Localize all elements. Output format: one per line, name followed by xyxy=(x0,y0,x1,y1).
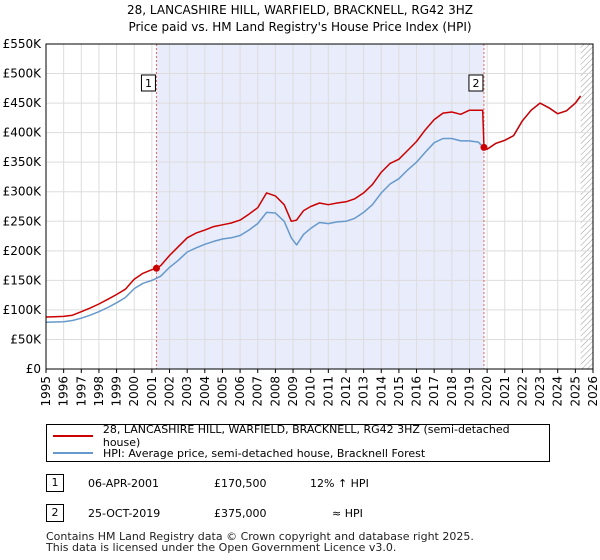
x-tick-label: 2011 xyxy=(321,376,335,407)
x-tick-label: 1997 xyxy=(74,376,88,407)
transaction-date: 06-APR-2001 xyxy=(88,477,160,490)
legend-swatch-blue xyxy=(53,452,93,454)
x-tick-label: 2026 xyxy=(586,376,600,407)
x-tick-label: 2013 xyxy=(357,376,371,407)
transaction-hpi: 12% ↑ HPI xyxy=(310,477,369,490)
x-tick-label: 2017 xyxy=(427,376,441,407)
forecast-hatch xyxy=(580,44,593,369)
plot-frame xyxy=(45,43,594,370)
legend-label-hpi: HPI: Average price, semi-detached house,… xyxy=(103,446,426,460)
y-tick-label: £150K xyxy=(3,273,43,287)
x-tick-label: 2025 xyxy=(568,376,582,407)
transaction-price: £375,000 xyxy=(214,507,267,520)
y-tick-label: £50K xyxy=(10,332,42,346)
price-chart: 28, LANCASHIRE HILL, WARFIELD, BRACKNELL… xyxy=(3,3,600,407)
x-tick-label: 2002 xyxy=(163,376,177,407)
y-tick-label: £100K xyxy=(3,303,43,317)
x-tick-label: 2008 xyxy=(268,376,282,407)
chart-title: 28, LANCASHIRE HILL, WARFIELD, BRACKNELL… xyxy=(127,3,473,17)
transaction-row: 2 25-OCT-2019 £375,000 ≈ HPI xyxy=(46,504,566,524)
x-tick-label: 2021 xyxy=(498,376,512,407)
x-tick-label: 2006 xyxy=(233,376,247,407)
transaction-date: 25-OCT-2019 xyxy=(88,507,161,520)
x-tick-label: 2023 xyxy=(533,376,547,407)
legend-item-property: 28, LANCASHIRE HILL, WARFIELD, BRACKNELL… xyxy=(53,423,549,449)
legend-item-hpi: HPI: Average price, semi-detached house,… xyxy=(53,445,425,461)
x-tick-label: 2018 xyxy=(445,376,459,407)
x-tick-label: 1996 xyxy=(57,376,71,407)
x-tick-label: 2005 xyxy=(215,376,229,407)
property-price-line xyxy=(46,95,582,318)
sale-label-box xyxy=(140,74,156,92)
sale-point xyxy=(152,264,160,272)
y-tick-label: £250K xyxy=(3,214,43,228)
transaction-row: 1 06-APR-2001 £170,500 12% ↑ HPI xyxy=(46,474,566,494)
x-tick-label: 2009 xyxy=(286,376,300,407)
x-tick-label: 2000 xyxy=(127,376,141,407)
x-tick-label: 2004 xyxy=(198,376,212,407)
x-tick-label: 1998 xyxy=(92,376,106,407)
x-tick-label: 2012 xyxy=(339,376,353,407)
transaction-number: 1 xyxy=(46,474,64,492)
y-tick-label: £350K xyxy=(3,155,43,169)
transaction-hpi: ≈ HPI xyxy=(332,507,363,520)
sale-label-number: 2 xyxy=(472,77,479,90)
y-tick-label: £450K xyxy=(3,96,43,110)
sale-label-box xyxy=(468,74,484,92)
footer-copyright: Contains HM Land Registry data © Crown c… xyxy=(46,530,474,543)
legend-label-property: 28, LANCASHIRE HILL, WARFIELD, BRACKNELL… xyxy=(102,423,510,449)
x-tick-label: 2024 xyxy=(551,376,565,407)
y-tick-label: £550K xyxy=(3,37,43,51)
x-tick-label: 1999 xyxy=(110,376,124,407)
chart-subtitle: Price paid vs. HM Land Registry's House … xyxy=(128,20,471,34)
x-tick-label: 2014 xyxy=(374,376,388,407)
sale-point xyxy=(480,143,488,151)
x-tick-label: 2007 xyxy=(251,376,265,407)
y-tick-label: £500K xyxy=(3,67,43,81)
transaction-price: £170,500 xyxy=(214,477,267,490)
y-tick-label: £200K xyxy=(3,244,43,258)
y-tick-label: £300K xyxy=(3,185,43,199)
ownership-shade xyxy=(156,44,484,369)
x-tick-label: 2020 xyxy=(480,376,494,407)
legend-swatch-red xyxy=(53,435,93,437)
x-tick-label: 2003 xyxy=(180,376,194,407)
x-tick-label: 2022 xyxy=(515,376,529,407)
y-tick-label: £400K xyxy=(3,126,43,140)
x-tick-label: 2019 xyxy=(462,376,476,407)
x-tick-label: 2015 xyxy=(392,376,406,407)
footer-licence: This data is licensed under the Open Gov… xyxy=(46,541,397,554)
footer: Contains HM Land Registry data © Crown c… xyxy=(46,531,474,553)
sale-label-number: 1 xyxy=(145,77,152,90)
legend: 28, LANCASHIRE HILL, WARFIELD, BRACKNELL… xyxy=(46,423,550,462)
x-tick-label: 1995 xyxy=(39,376,53,407)
x-tick-label: 2016 xyxy=(410,376,424,407)
x-tick-label: 2010 xyxy=(304,376,318,407)
x-tick-label: 2001 xyxy=(145,376,159,407)
y-tick-label: £0 xyxy=(26,362,41,376)
transaction-number: 2 xyxy=(46,504,64,522)
